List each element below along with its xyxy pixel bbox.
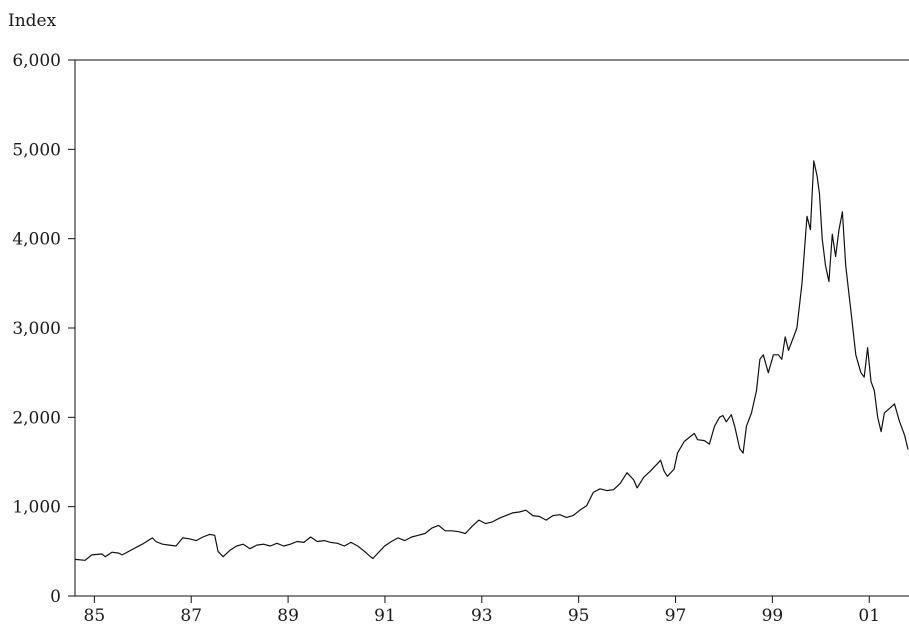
x-tick-label: 97 <box>665 606 687 626</box>
x-tick-label: 99 <box>762 606 784 626</box>
y-tick-label: 3,000 <box>12 319 61 339</box>
y-axis: 0 1,000 2,000 3,000 4,000 5,000 6,000 <box>12 51 75 607</box>
x-tick-label: 91 <box>374 606 396 626</box>
y-tick-label: 4,000 <box>12 230 61 250</box>
y-tick-label: 1,000 <box>12 498 61 518</box>
y-tick-label: 0 <box>50 587 61 607</box>
x-tick-label: 85 <box>84 606 106 626</box>
y-tick-label: 5,000 <box>12 140 61 160</box>
x-tick-label: 93 <box>471 606 493 626</box>
x-axis: 85 87 89 91 93 95 97 99 01 <box>84 596 880 626</box>
x-tick-label: 87 <box>180 606 202 626</box>
series-line <box>74 160 909 561</box>
y-tick-label: 6,000 <box>12 51 61 71</box>
y-axis-title: Index <box>8 11 57 31</box>
x-tick-label: 01 <box>858 606 880 626</box>
plot-frame <box>74 59 909 597</box>
series-group <box>74 160 909 561</box>
y-tick-label: 2,000 <box>12 408 61 428</box>
x-tick-label: 89 <box>277 606 299 626</box>
x-tick-label: 95 <box>568 606 590 626</box>
